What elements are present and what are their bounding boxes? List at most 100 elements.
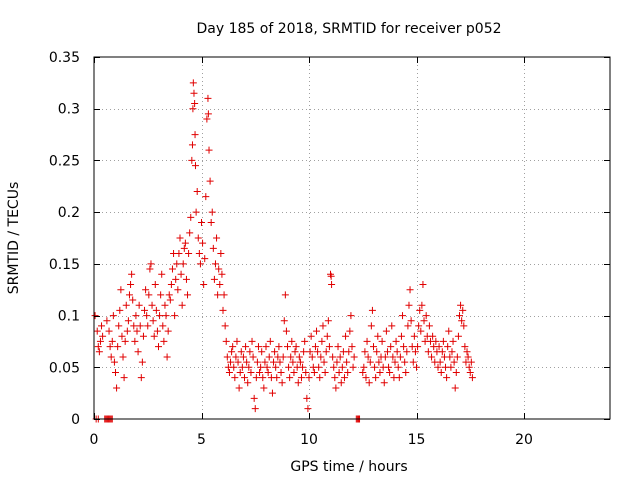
data-point [270,358,278,366]
data-point [163,353,171,361]
data-point [177,270,185,278]
data-point [188,156,196,164]
data-point [110,358,118,366]
data-point [403,348,411,356]
data-point [364,353,372,361]
data-point [196,260,204,268]
y-tick-label: 0.25 [49,153,80,169]
gridlines [94,57,610,419]
data-point [436,358,444,366]
data-point [95,348,103,356]
data-point [416,306,424,314]
data-point [307,332,315,340]
data-point [161,301,169,309]
data-point [288,337,296,345]
data-point [179,260,187,268]
data-point [167,281,175,289]
y-tick-label: 0.1 [58,309,80,325]
data-point [193,187,201,195]
data-point [158,270,166,278]
data-point [229,343,237,351]
data-point [332,384,340,392]
data-point [447,363,455,371]
data-point [371,363,379,371]
data-point [394,363,402,371]
data-point [296,358,304,366]
data-point [444,343,452,351]
data-point [395,374,403,382]
data-point [223,353,231,361]
data-point [201,255,209,263]
data-point [117,286,125,294]
data-point [258,348,266,356]
data-point [333,358,341,366]
data-point [368,306,376,314]
data-point [199,239,207,247]
data-point [94,343,102,351]
data-point [443,374,451,382]
data-point [164,327,172,335]
data-point [171,312,179,320]
data-point [308,353,316,361]
data-point [118,332,126,340]
data-point [260,384,268,392]
data-point [173,260,181,268]
y-axis-label: SRMTID / TECUs [6,182,22,295]
data-point [284,343,291,351]
data-point [222,337,230,345]
data-point [121,337,129,345]
data-point [257,363,265,371]
data-point [241,374,248,382]
data-point [285,363,293,371]
data-point [330,363,338,371]
data-point [349,363,357,371]
data-point [256,368,264,376]
data-point [205,146,213,154]
data-point [107,353,115,361]
data-point [242,343,250,351]
data-point [325,343,333,351]
data-point [279,353,287,361]
data-point [243,358,251,366]
data-point [181,239,189,247]
data-point [346,327,354,335]
data-point [109,312,117,320]
y-tick-label: 0.3 [58,102,80,118]
data-point [262,343,270,351]
data-point [228,348,236,356]
data-point [254,343,262,351]
data-point [144,322,152,330]
data-point [230,363,238,371]
data-point [219,306,227,314]
data-point [151,281,159,289]
x-tick-label: 0 [90,432,99,448]
data-point [439,337,447,345]
x-tick-label: 20 [515,432,533,448]
data-point [211,260,219,268]
data-point [365,379,373,387]
data-point [328,281,336,289]
data-point [217,250,225,258]
x-tick-label: 5 [197,432,206,448]
data-point [331,374,339,382]
data-point [137,374,145,382]
data-point [400,343,408,351]
data-point [323,332,331,340]
data-point [261,358,269,366]
data-point [418,301,426,309]
data-point [176,234,184,242]
data-point [200,281,208,289]
data-point [215,265,223,273]
data-point [409,358,417,366]
data-point [133,327,141,335]
data-point [438,348,446,356]
data-point [127,281,135,289]
data-point [145,291,153,299]
data-point [206,177,214,185]
data-point [135,301,143,309]
data-point [119,353,127,361]
data-point [446,353,454,361]
data-point [459,306,467,314]
data-point [278,379,286,387]
data-point [378,337,386,345]
